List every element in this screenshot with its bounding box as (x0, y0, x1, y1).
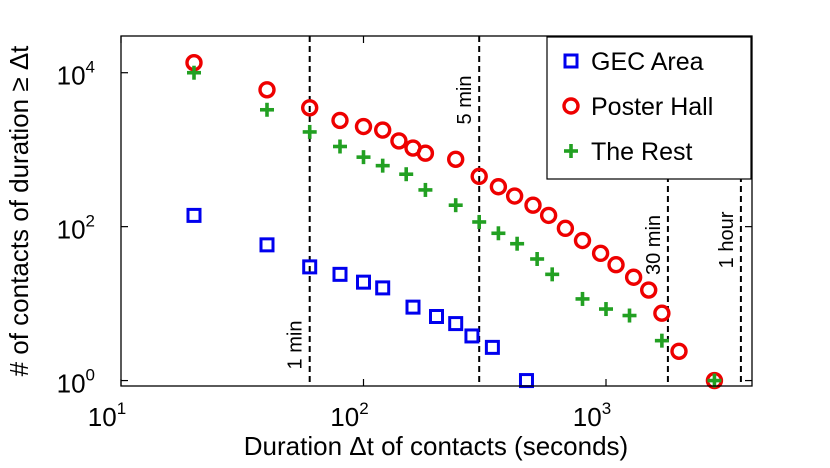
poster-hall-point (416, 144, 435, 162)
x-tick-label: 102 (330, 399, 368, 432)
poster-hall-point (505, 187, 524, 205)
x-tick-label-exponent: 3 (602, 399, 611, 418)
poster-hall-point (258, 81, 276, 99)
the-rest-point (575, 291, 590, 306)
legend-marker-the-rest (564, 144, 578, 158)
the-rest-point (510, 236, 525, 251)
poster-hall-point (607, 256, 625, 274)
poster-hall-point (640, 281, 658, 299)
x-tick-label-base: 10 (88, 402, 117, 432)
gec-area-point (464, 328, 480, 344)
gec-area-point (302, 259, 318, 275)
poster-hall-point (390, 132, 408, 150)
poster-hall-point (624, 268, 643, 286)
the-rest-point (418, 182, 433, 197)
poster-hall-point (524, 196, 542, 214)
x-tick-label-base: 10 (573, 402, 602, 432)
gec-area-point (484, 339, 500, 355)
the-rest-point (707, 373, 722, 388)
legend-marker-gec-area (563, 53, 579, 69)
the-rest-point (545, 267, 560, 282)
y-tick-label: 104 (57, 58, 95, 91)
x-tick-label: 103 (573, 399, 611, 432)
the-rest-point (472, 214, 487, 229)
data-series (185, 53, 724, 390)
reference-line-label: 5 min (454, 76, 476, 125)
reference-line-label: 30 min (643, 215, 665, 275)
legend-label-gec-area: GEC Area (591, 48, 704, 76)
gec-area-point (259, 237, 275, 253)
poster-hall-point (470, 167, 488, 186)
poster-hall-point (374, 121, 392, 139)
the-rest-point (599, 302, 614, 317)
gec-area-point (332, 266, 348, 282)
gec-area-point (429, 308, 444, 324)
gec-area-point (448, 316, 464, 332)
gec-area-point (375, 280, 391, 296)
y-tick-label-base: 10 (57, 215, 86, 245)
gec-area-point (405, 299, 421, 315)
x-tick-label-exponent: 1 (117, 399, 126, 418)
poster-hall-point (447, 150, 465, 168)
x-axis-title: Duration Δt of contacts (seconds) (244, 431, 628, 461)
y-tick-label-exponent: 4 (86, 58, 95, 77)
poster-hall-point (573, 231, 592, 250)
poster-hall-point (591, 244, 610, 263)
x-tick-label-exponent: 2 (359, 399, 368, 418)
poster-hall-point (556, 219, 575, 238)
y-axis-title: # of contacts of duration ≥ Δt (4, 45, 34, 377)
legend-label-the-rest: The Rest (591, 138, 692, 166)
legend-label-poster-hall: Poster Hall (591, 93, 713, 121)
the-rest-point (399, 167, 414, 182)
gec-area-point (356, 274, 372, 290)
y-tick-label-base: 10 (57, 61, 86, 91)
plot-frame (120, 35, 753, 387)
the-rest-point (491, 226, 506, 241)
reference-line-label: 1 min (285, 321, 307, 370)
poster-hall-point (301, 99, 319, 117)
the-rest-point (356, 150, 371, 165)
the-rest-point (332, 139, 347, 154)
the-rest-point (530, 251, 545, 266)
x-tick-label: 101 (88, 399, 126, 432)
y-tick-label: 102 (57, 212, 95, 245)
the-rest-point (302, 124, 317, 139)
the-rest-point (186, 65, 201, 80)
the-rest-point (259, 102, 274, 117)
reference-line-label: 1 hour (716, 211, 738, 268)
poster-hall-point (539, 206, 558, 225)
series-the-rest (186, 65, 722, 388)
legend-marker-poster-hall (562, 97, 580, 115)
the-rest-point (448, 198, 463, 213)
reference-lines: 1 min 5 min 30 min 1 hour (285, 36, 742, 386)
the-rest-point (622, 308, 637, 323)
legend-box (546, 36, 752, 180)
poster-hall-point (331, 111, 349, 130)
poster-hall-point (354, 117, 373, 136)
the-rest-point (375, 158, 390, 173)
y-tick-label-exponent: 2 (86, 212, 95, 231)
y-tick-label: 100 (57, 366, 95, 399)
gec-area-point (186, 207, 202, 223)
poster-hall-point (670, 342, 688, 361)
poster-hall-point (653, 304, 671, 322)
legend: GEC Area Poster Hall The Rest (546, 36, 752, 180)
y-tick-label-base: 10 (57, 369, 86, 399)
y-tick-label-exponent: 0 (86, 366, 95, 385)
poster-hall-point (489, 178, 508, 196)
series-gec-area (186, 207, 534, 389)
x-tick-label-base: 10 (330, 402, 359, 432)
the-rest-point (654, 333, 669, 348)
